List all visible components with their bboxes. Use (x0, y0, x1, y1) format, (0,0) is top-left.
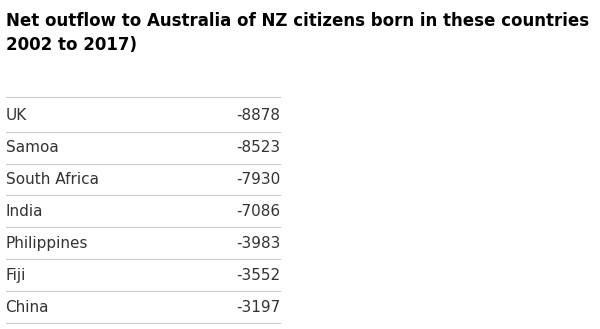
Text: India: India (5, 204, 43, 219)
Text: South Africa: South Africa (5, 172, 98, 187)
Text: Samoa: Samoa (5, 140, 58, 155)
Text: -3552: -3552 (236, 268, 280, 283)
Text: -3197: -3197 (236, 299, 280, 315)
Text: -7930: -7930 (236, 172, 280, 187)
Text: -3983: -3983 (236, 236, 280, 251)
Text: UK: UK (5, 108, 27, 123)
Text: -8523: -8523 (236, 140, 280, 155)
Text: Fiji: Fiji (5, 268, 26, 283)
Text: Philippines: Philippines (5, 236, 88, 251)
Text: -8878: -8878 (236, 108, 280, 123)
Text: Net outflow to Australia of NZ citizens born in these countries  (Total, March y: Net outflow to Australia of NZ citizens … (5, 13, 600, 54)
Text: China: China (5, 299, 49, 315)
Text: -7086: -7086 (236, 204, 280, 219)
